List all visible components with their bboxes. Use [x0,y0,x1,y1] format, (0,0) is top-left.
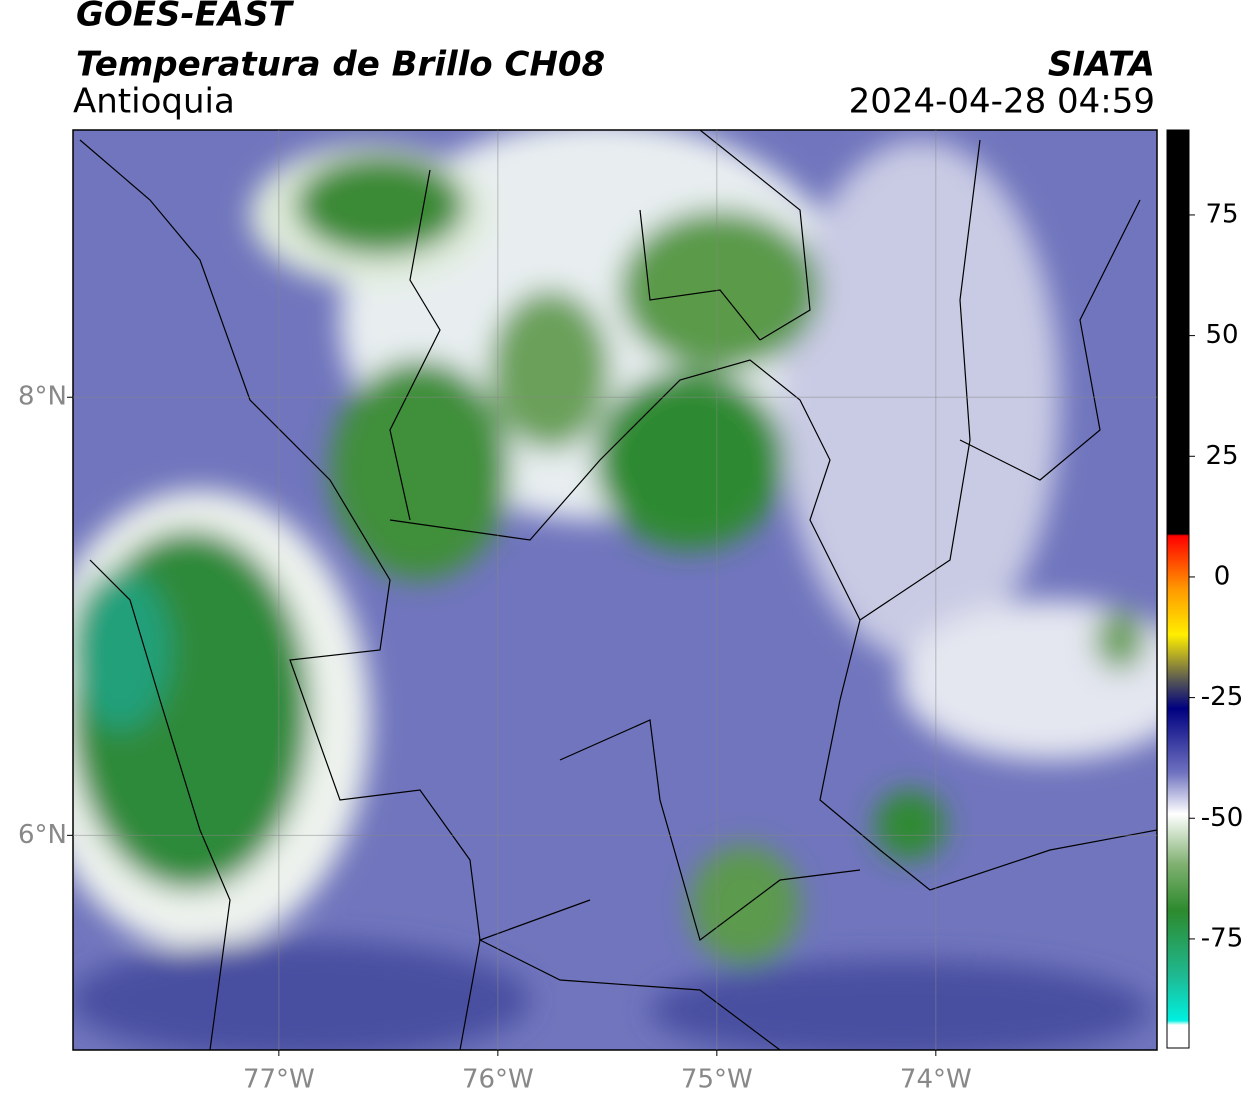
timestamp: 2024-04-28 04:59 [849,82,1155,122]
lon-tick-label: 74°W [900,1065,972,1095]
subtitle: Temperatura de Brillo CH08 [76,45,605,85]
region: Antioquia [73,82,235,122]
satellite-image [73,130,1157,1050]
lon-tick-label: 77°W [243,1065,315,1095]
colorbar-tick-label: -25 [1201,682,1243,712]
colorbar-tick-label: -50 [1201,803,1243,833]
title: GOES-EAST [76,0,295,35]
colorbar [1166,129,1190,1049]
map-frame [72,129,1158,1051]
colorbar-tick-label: 0 [1214,561,1231,591]
colorbar-tick-label: -75 [1201,923,1243,953]
source: SIATA [1048,45,1155,85]
colorbar-tick-label: 75 [1205,199,1238,229]
lon-tick-label: 75°W [681,1065,753,1095]
lat-tick-label: 8°N [18,382,67,412]
colorbar-tick-label: 50 [1205,320,1238,350]
lat-tick-label: 6°N [18,820,67,850]
lon-tick-label: 76°W [462,1065,534,1095]
colorbar-tick-label: 25 [1205,441,1238,471]
